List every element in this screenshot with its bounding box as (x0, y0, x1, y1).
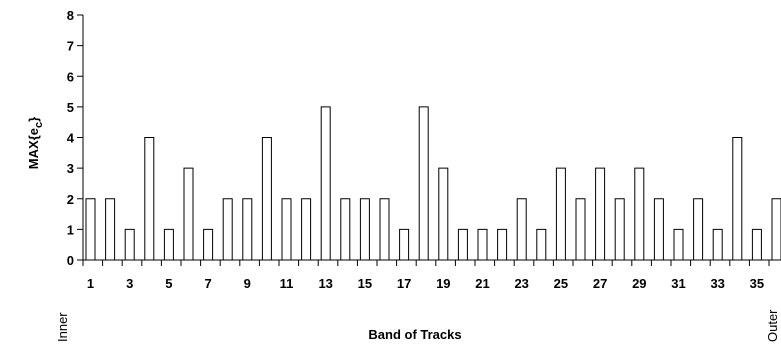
bar-band-3 (124, 228, 135, 261)
x-axis-ticks: 1 3 5 7 9 11 13 15 17 19 21 23 25 27 29 31 33 35 (82, 260, 770, 291)
bar-band-30 (653, 198, 664, 261)
bar-band-28 (614, 198, 625, 261)
y-tick-label: 6 (67, 69, 74, 84)
x-tick-label: 21 (475, 276, 489, 291)
bars-group (85, 106, 781, 261)
x-tick-label: 31 (671, 276, 685, 291)
bar-band-21 (477, 228, 488, 261)
x-tick-label: 33 (710, 276, 724, 291)
bar-band-18 (418, 106, 429, 261)
x-tick-label: 17 (397, 276, 411, 291)
x-tick-label: 15 (358, 276, 372, 291)
y-axis-title-main: MAX{e (26, 128, 41, 169)
bar-band-16 (379, 198, 390, 261)
bar-band-6 (183, 167, 194, 261)
bar-band-14 (340, 198, 351, 261)
bar-band-2 (105, 198, 116, 261)
x-tick-label: 29 (632, 276, 646, 291)
y-axis-ticks: 0 1 2 3 4 5 6 7 8 (67, 8, 83, 268)
bar-band-36 (771, 198, 781, 261)
x-tick-label: 5 (165, 276, 172, 291)
y-axis-title-subscript: c (33, 122, 45, 128)
x-tick-label: 13 (318, 276, 332, 291)
bar-band-13 (320, 106, 331, 261)
y-tick-label: 8 (67, 8, 74, 23)
bar-band-1 (85, 198, 96, 261)
bar-band-31 (673, 228, 684, 261)
x-tick-label: 25 (554, 276, 568, 291)
bar-band-34 (732, 137, 743, 261)
y-axis-title-close: } (26, 117, 41, 122)
outer-end-label: Outer (765, 309, 780, 342)
y-tick-label: 1 (67, 222, 74, 237)
bar-band-5 (163, 228, 174, 261)
x-tick-label: 9 (244, 276, 251, 291)
x-tick-label: 27 (593, 276, 607, 291)
x-tick-label: 23 (514, 276, 528, 291)
bar-band-12 (301, 198, 312, 261)
bar-band-8 (222, 198, 233, 261)
x-axis-title: Band of Tracks (368, 327, 461, 342)
y-tick-label: 0 (67, 253, 74, 268)
bar-band-9 (242, 198, 253, 261)
bar-band-25 (555, 167, 566, 261)
y-axis-title: MAX{ec} (26, 117, 45, 169)
x-tick-label: 7 (204, 276, 211, 291)
bar-band-17 (399, 228, 410, 261)
inner-end-label: Inner (55, 312, 70, 342)
bar-band-7 (203, 228, 214, 261)
bar-band-20 (457, 228, 468, 261)
y-tick-label: 2 (67, 192, 74, 207)
bar-band-29 (634, 167, 645, 261)
bar-band-10 (261, 137, 272, 261)
bar-band-22 (497, 228, 508, 261)
bar-band-33 (712, 228, 723, 261)
x-tick-label: 35 (750, 276, 764, 291)
bar-band-35 (751, 228, 762, 261)
x-tick-label: 3 (126, 276, 133, 291)
x-tick-label: 19 (436, 276, 450, 291)
bar-band-15 (359, 198, 370, 261)
y-tick-label: 5 (67, 100, 74, 115)
y-tick-label: 3 (67, 161, 74, 176)
y-tick-label: 4 (67, 131, 75, 146)
bar-band-27 (595, 167, 606, 261)
bar-band-26 (575, 198, 586, 261)
y-tick-label: 7 (67, 39, 74, 54)
bar-band-32 (693, 198, 704, 261)
bar-band-19 (438, 167, 449, 261)
x-tick-label: 1 (87, 276, 94, 291)
bar-band-11 (281, 198, 292, 261)
x-tick-label: 11 (280, 276, 294, 291)
bar-band-4 (144, 137, 155, 261)
bar-band-24 (536, 228, 547, 261)
bar-band-23 (516, 198, 527, 261)
